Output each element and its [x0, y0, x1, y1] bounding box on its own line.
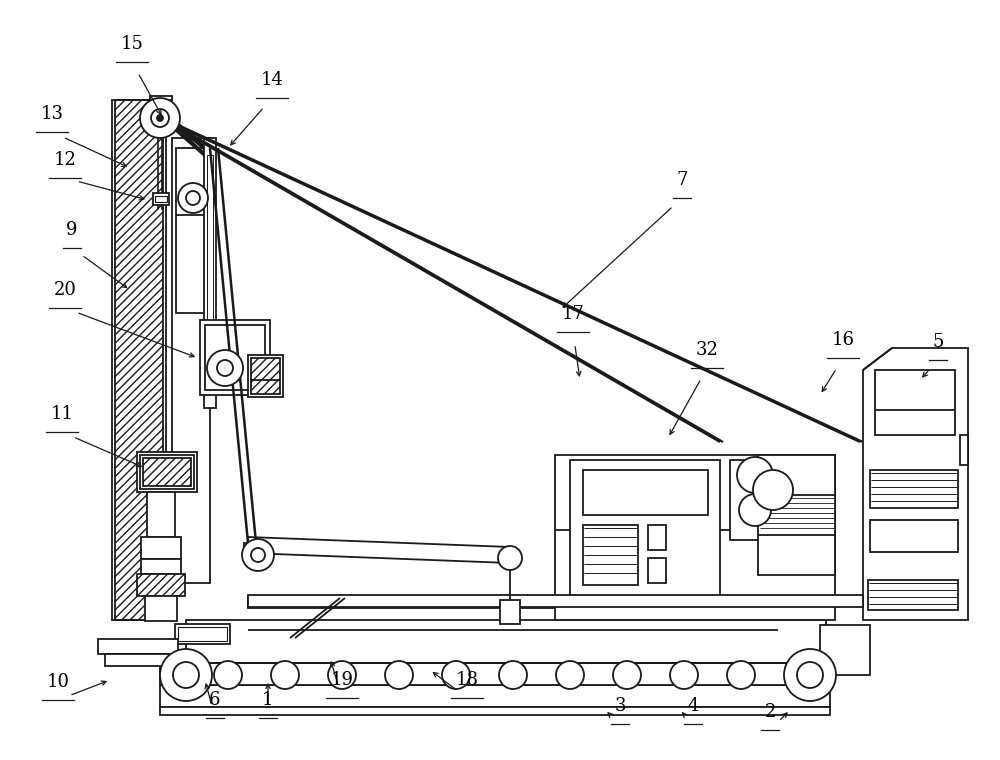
Circle shape	[727, 661, 755, 689]
Bar	[960, 435, 968, 465]
Bar	[137, 574, 185, 596]
Bar	[648, 525, 666, 550]
Bar	[137, 452, 197, 492]
Circle shape	[499, 661, 527, 689]
Circle shape	[242, 539, 274, 571]
Circle shape	[151, 109, 169, 127]
Text: 12: 12	[54, 151, 76, 169]
Text: 9: 9	[66, 221, 78, 239]
Circle shape	[207, 350, 243, 386]
Circle shape	[173, 662, 199, 688]
Circle shape	[442, 661, 470, 689]
Circle shape	[753, 470, 793, 510]
Circle shape	[217, 360, 233, 376]
Circle shape	[498, 546, 522, 570]
Bar	[160, 707, 830, 715]
Bar	[178, 627, 227, 641]
Bar	[500, 600, 520, 624]
Bar	[160, 663, 830, 685]
Text: 32: 32	[696, 341, 718, 359]
Bar	[204, 138, 216, 408]
Bar	[186, 620, 826, 663]
Circle shape	[251, 548, 265, 562]
Text: 2: 2	[764, 703, 776, 721]
Bar	[583, 525, 638, 585]
Bar	[105, 654, 171, 666]
Polygon shape	[863, 348, 968, 620]
Bar	[115, 100, 163, 620]
Bar	[175, 624, 230, 644]
Bar	[147, 492, 175, 537]
Bar	[98, 639, 178, 654]
Text: 11: 11	[50, 405, 74, 423]
Bar	[248, 595, 863, 607]
Text: 7: 7	[676, 171, 688, 189]
Bar	[145, 596, 177, 621]
Bar	[868, 580, 958, 610]
Text: 13: 13	[40, 105, 64, 123]
Bar	[155, 196, 167, 202]
Text: 6: 6	[209, 691, 221, 709]
Polygon shape	[248, 537, 510, 563]
Bar	[875, 370, 955, 435]
Circle shape	[737, 457, 773, 493]
Text: 20: 20	[54, 281, 76, 299]
Text: 18: 18	[456, 671, 479, 689]
Bar	[583, 470, 708, 515]
Circle shape	[784, 649, 836, 701]
Circle shape	[797, 662, 823, 688]
Bar	[200, 320, 270, 395]
Circle shape	[556, 661, 584, 689]
Bar	[758, 455, 835, 575]
Text: 3: 3	[614, 697, 626, 715]
Bar	[141, 559, 181, 574]
Text: 5: 5	[932, 333, 944, 351]
Bar	[176, 148, 206, 313]
Bar	[870, 520, 958, 552]
Bar	[570, 460, 720, 600]
Bar	[244, 543, 272, 561]
Text: 14: 14	[261, 71, 283, 89]
Circle shape	[739, 494, 771, 526]
Bar	[248, 598, 778, 608]
Circle shape	[160, 649, 212, 701]
Bar	[251, 358, 280, 394]
Circle shape	[670, 661, 698, 689]
Circle shape	[178, 183, 208, 213]
Text: 10: 10	[46, 673, 70, 691]
Bar	[153, 193, 169, 205]
Bar	[820, 625, 870, 675]
Circle shape	[157, 115, 163, 121]
Bar	[207, 155, 213, 375]
Bar	[150, 96, 172, 110]
Bar	[112, 100, 166, 620]
Circle shape	[613, 661, 641, 689]
Bar	[205, 325, 265, 390]
Text: 1: 1	[262, 691, 274, 709]
Bar	[730, 460, 760, 540]
Circle shape	[271, 661, 299, 689]
Bar	[870, 470, 958, 508]
Bar	[141, 537, 181, 559]
Circle shape	[140, 98, 180, 138]
Bar	[248, 355, 283, 397]
Text: 16: 16	[832, 331, 854, 349]
Text: 17: 17	[562, 305, 584, 323]
Bar	[172, 138, 210, 583]
Bar	[140, 455, 194, 489]
Circle shape	[214, 661, 242, 689]
Bar	[555, 455, 835, 620]
Bar	[160, 685, 830, 707]
Circle shape	[385, 661, 413, 689]
Circle shape	[328, 661, 356, 689]
Bar	[648, 558, 666, 583]
Circle shape	[186, 191, 200, 205]
Text: 4: 4	[687, 697, 699, 715]
Bar	[143, 458, 191, 486]
Text: 15: 15	[121, 35, 143, 53]
Text: 19: 19	[330, 671, 354, 689]
